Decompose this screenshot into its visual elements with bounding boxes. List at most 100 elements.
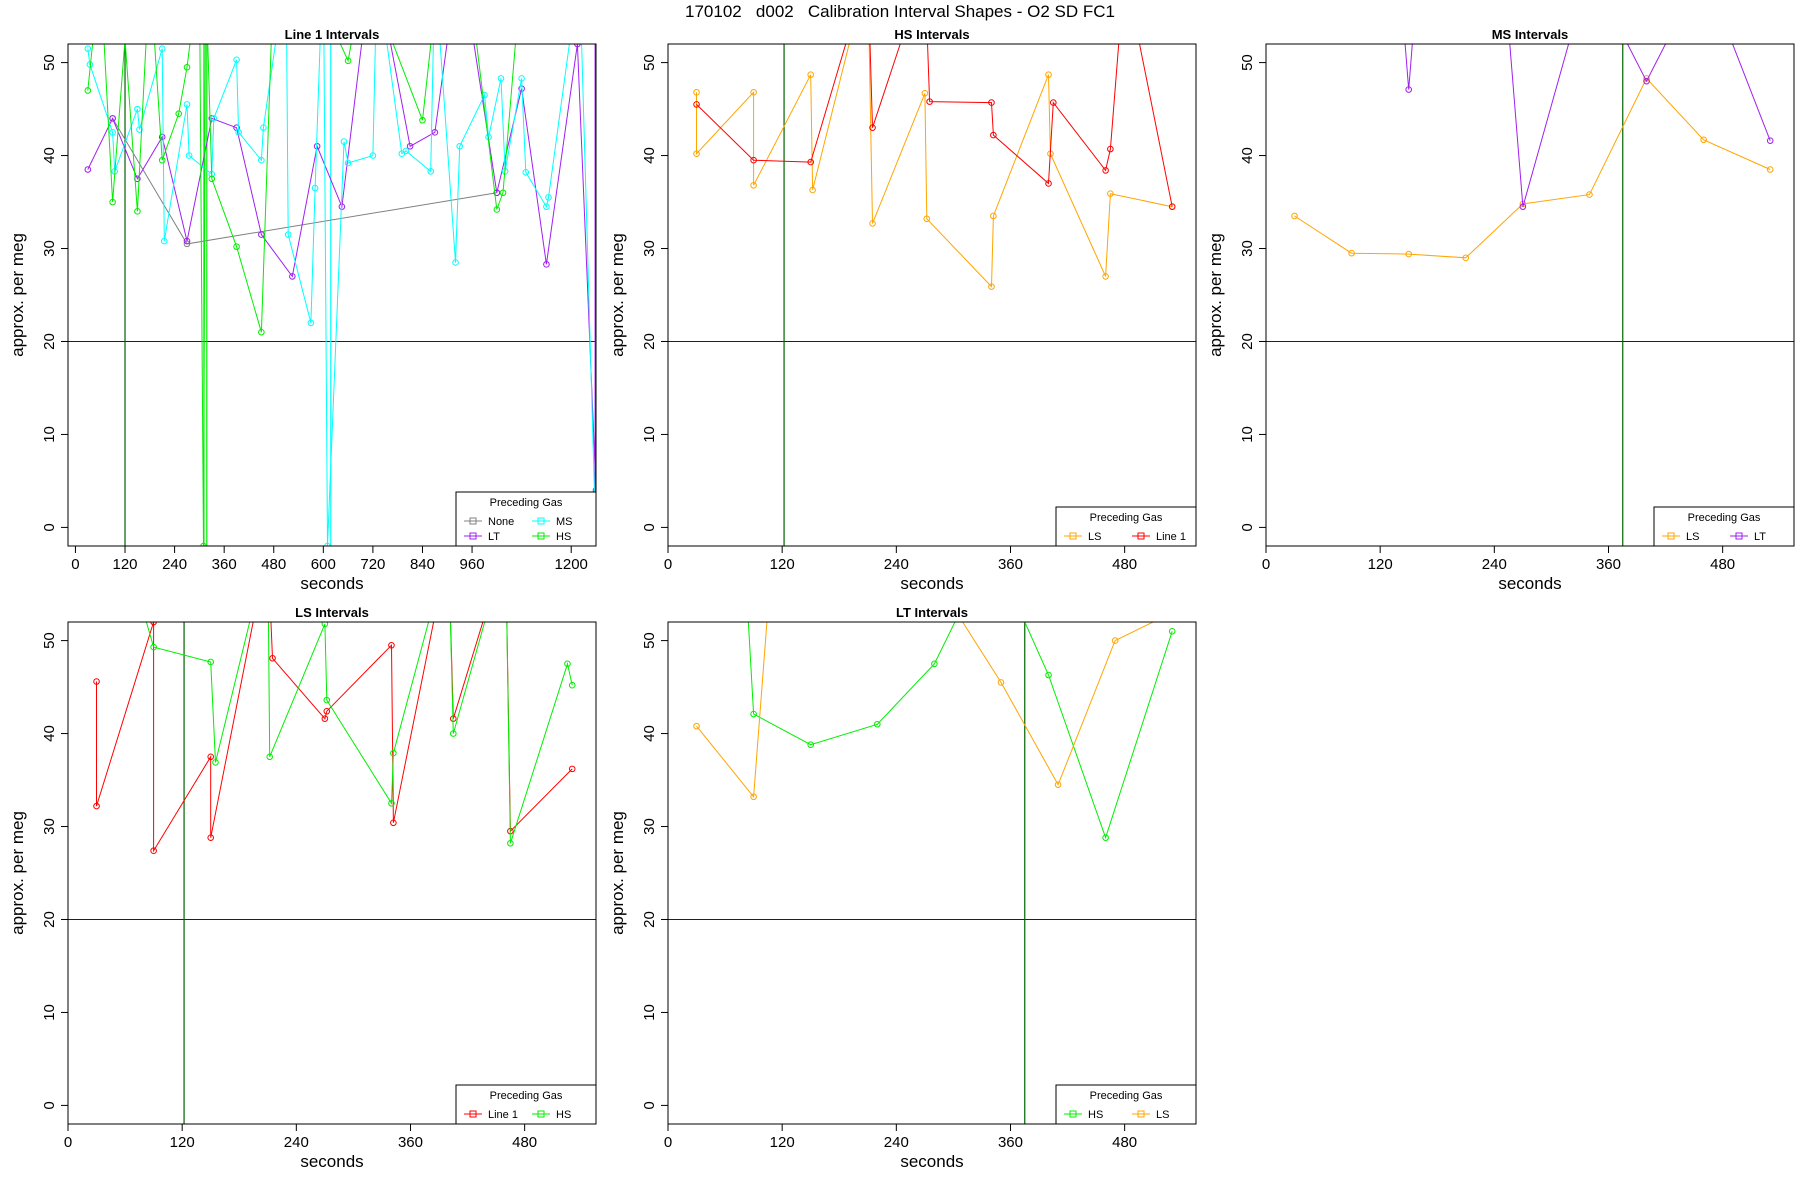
- y-tick-label: 10: [641, 426, 658, 443]
- data-point: [469, 4, 475, 10]
- data-point: [1045, 180, 1052, 187]
- legend-label: LS: [1686, 531, 1699, 543]
- data-point: [518, 75, 525, 82]
- data-point: [522, 168, 530, 176]
- y-tick-label: 30: [41, 818, 58, 835]
- data-point: [402, 147, 410, 155]
- legend: Preceding Gas Line 1 HS: [455, 1084, 597, 1125]
- y-tick-label: 20: [641, 911, 658, 928]
- data-point: [564, 660, 571, 668]
- legend-label: LT: [488, 531, 500, 543]
- legend-label: MS: [556, 516, 573, 528]
- data-point: [807, 158, 815, 166]
- data-point: [84, 45, 92, 52]
- y-tick-label: 50: [41, 632, 58, 649]
- data-point: [988, 283, 995, 290]
- x-tick-label: 840: [410, 556, 435, 573]
- data-point: [493, 189, 501, 197]
- data-point: [122, 37, 128, 43]
- data-point: [109, 198, 116, 206]
- y-tick-label: 50: [641, 54, 658, 71]
- y-tick-label: 10: [641, 1004, 658, 1021]
- data-point: [750, 182, 757, 189]
- legend-label: HS: [556, 531, 571, 543]
- x-tick-label: 120: [770, 1134, 795, 1151]
- data-point: [452, 259, 459, 266]
- legend: Preceding Gas LS LT: [1653, 506, 1795, 547]
- data-point: [390, 819, 397, 827]
- x-tick-label: 0: [664, 1134, 672, 1151]
- x-axis-label: seconds: [1498, 574, 1561, 593]
- data-point: [1766, 166, 1774, 173]
- series-line: [696, 44, 1173, 288]
- x-tick-label: 960: [460, 556, 485, 573]
- x-tick-label: 360: [398, 1134, 423, 1151]
- data-point: [109, 115, 116, 122]
- data-point: [207, 753, 215, 761]
- data-point: [988, 99, 995, 106]
- legend-swatch: [1069, 532, 1077, 540]
- chart-panel: MS Intervals 0 120 240 360 480 seconds 0 10 20 30 4…: [1206, 27, 1795, 593]
- x-tick-label: 480: [1112, 1134, 1137, 1151]
- legend-label: LS: [1088, 531, 1101, 543]
- data-point: [1291, 212, 1298, 220]
- series-line: [87, 44, 596, 491]
- x-tick-label: 0: [64, 1134, 72, 1151]
- data-point: [134, 105, 141, 113]
- data-point: [1107, 145, 1114, 153]
- plot-area: [1266, 44, 1794, 546]
- data-point: [543, 261, 550, 268]
- data-point: [134, 208, 141, 215]
- legend-title: Preceding Gas: [490, 1090, 563, 1102]
- data-point: [233, 243, 240, 250]
- x-tick-label: 0: [71, 556, 79, 573]
- x-axis-label: seconds: [300, 1152, 363, 1171]
- legend-box: [1055, 506, 1197, 547]
- panel-title: HS Intervals: [894, 27, 969, 42]
- legend: Preceding Gas HS LS: [1055, 1084, 1197, 1125]
- data-point: [481, 91, 488, 99]
- plot-area: [668, 622, 1196, 1124]
- data-point: [923, 215, 931, 223]
- data-point: [869, 220, 876, 227]
- panel-title: LS Intervals: [295, 605, 369, 620]
- data-point: [997, 679, 1005, 686]
- data-point: [150, 847, 157, 854]
- y-tick-label: 50: [41, 54, 58, 71]
- data-point: [324, 542, 331, 546]
- x-tick-label: 120: [112, 556, 137, 573]
- data-point: [183, 63, 191, 71]
- data-point: [931, 660, 938, 668]
- data-point: [507, 839, 514, 847]
- data-point: [807, 741, 815, 749]
- data-point: [158, 45, 166, 52]
- y-tick-label: 10: [41, 426, 58, 443]
- data-point: [750, 710, 757, 718]
- x-tick-label: 0: [664, 556, 672, 573]
- data-point: [693, 89, 700, 96]
- data-point: [258, 231, 265, 238]
- data-point: [693, 722, 700, 730]
- y-tick-label: 30: [41, 240, 58, 257]
- data-point: [406, 142, 414, 150]
- data-point: [990, 131, 997, 139]
- x-axis-label: seconds: [900, 574, 963, 593]
- data-point: [109, 129, 116, 136]
- chart-panel: HS Intervals 0 120 240 360 480 seconds 0 10 20 30 4…: [608, 27, 1197, 593]
- data-point: [207, 834, 215, 841]
- data-point: [160, 237, 168, 245]
- y-tick-label: 10: [41, 1004, 58, 1021]
- data-point: [1348, 249, 1355, 257]
- y-tick-label: 10: [1239, 426, 1256, 443]
- panel-title: LT Intervals: [896, 605, 968, 620]
- legend-swatch: [469, 532, 477, 540]
- data-point: [693, 101, 700, 108]
- page-title: 170102 d002 Calibration Interval Shapes …: [685, 2, 1115, 21]
- data-point: [175, 110, 183, 118]
- legend: Preceding Gas LS Line 1: [1055, 506, 1197, 547]
- data-point: [84, 166, 92, 173]
- data-point: [1405, 250, 1413, 258]
- y-axis-label: approx. per meg: [608, 811, 627, 935]
- data-point: [807, 71, 815, 78]
- x-tick-label: 240: [162, 556, 187, 573]
